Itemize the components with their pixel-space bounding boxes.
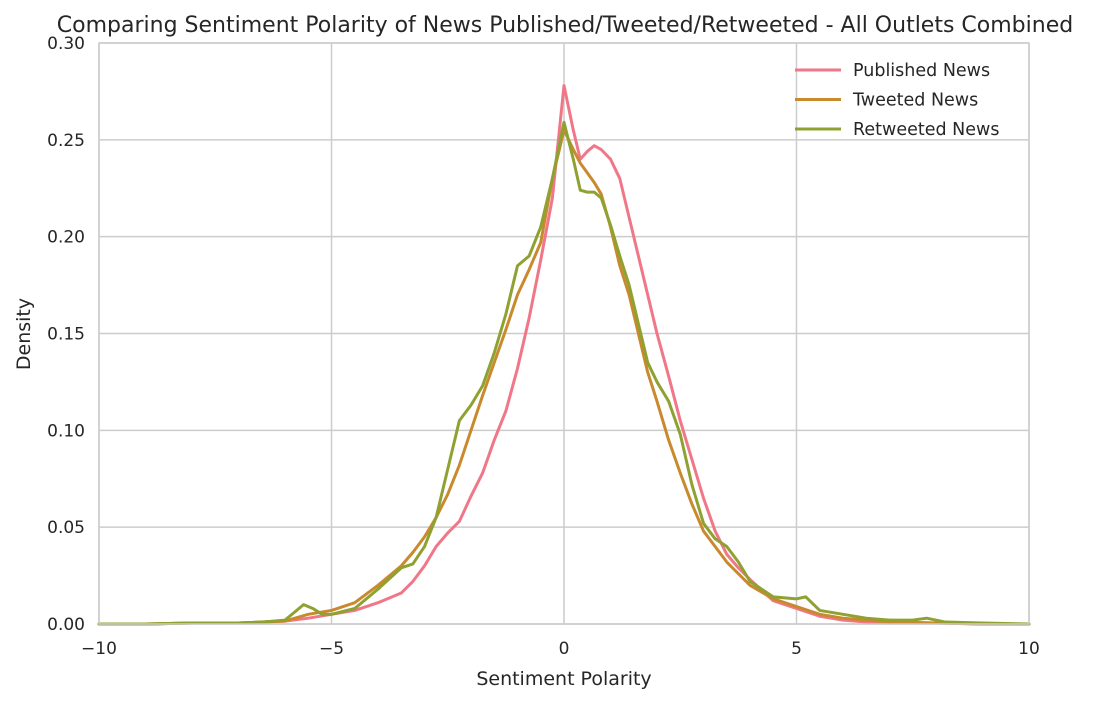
series-lines	[97, 84, 1031, 626]
legend-label-tweeted-news: Tweeted News	[852, 91, 978, 111]
legend-label-published-news: Published News	[853, 61, 990, 81]
x-tick-label: −5	[319, 639, 344, 659]
y-tick-label: 0.15	[47, 325, 85, 345]
plot-frame	[98, 42, 1030, 625]
y-tick-label: 0.20	[47, 228, 85, 248]
x-tick-label: 0	[559, 639, 570, 659]
x-tick-label: −10	[81, 639, 117, 659]
series-line-retweeted-news	[97, 120, 1031, 626]
y-tick-label: 0.05	[47, 518, 85, 538]
tick-labels: −10 −5 0 5 10 0.00 0.05 0.10 0.15 0.20 0.25 0.30	[47, 34, 1040, 659]
grid-layer	[98, 42, 1030, 625]
series-line-tweeted-news	[97, 128, 1031, 626]
legend: Published News Tweeted News Retweeted News	[795, 61, 999, 140]
y-tick-label: 0.10	[47, 421, 85, 441]
y-tick-label: 0.30	[47, 34, 85, 54]
chart-title: Comparing Sentiment Polarity of News Pub…	[57, 13, 1073, 38]
x-tick-label: 5	[791, 639, 802, 659]
legend-label-retweeted-news: Retweeted News	[853, 120, 999, 140]
y-axis-label: Density	[13, 298, 35, 370]
x-axis-label: Sentiment Polarity	[476, 668, 651, 690]
y-tick-label: 0.00	[47, 615, 85, 635]
y-tick-label: 0.25	[47, 131, 85, 151]
x-tick-label: 10	[1018, 639, 1040, 659]
